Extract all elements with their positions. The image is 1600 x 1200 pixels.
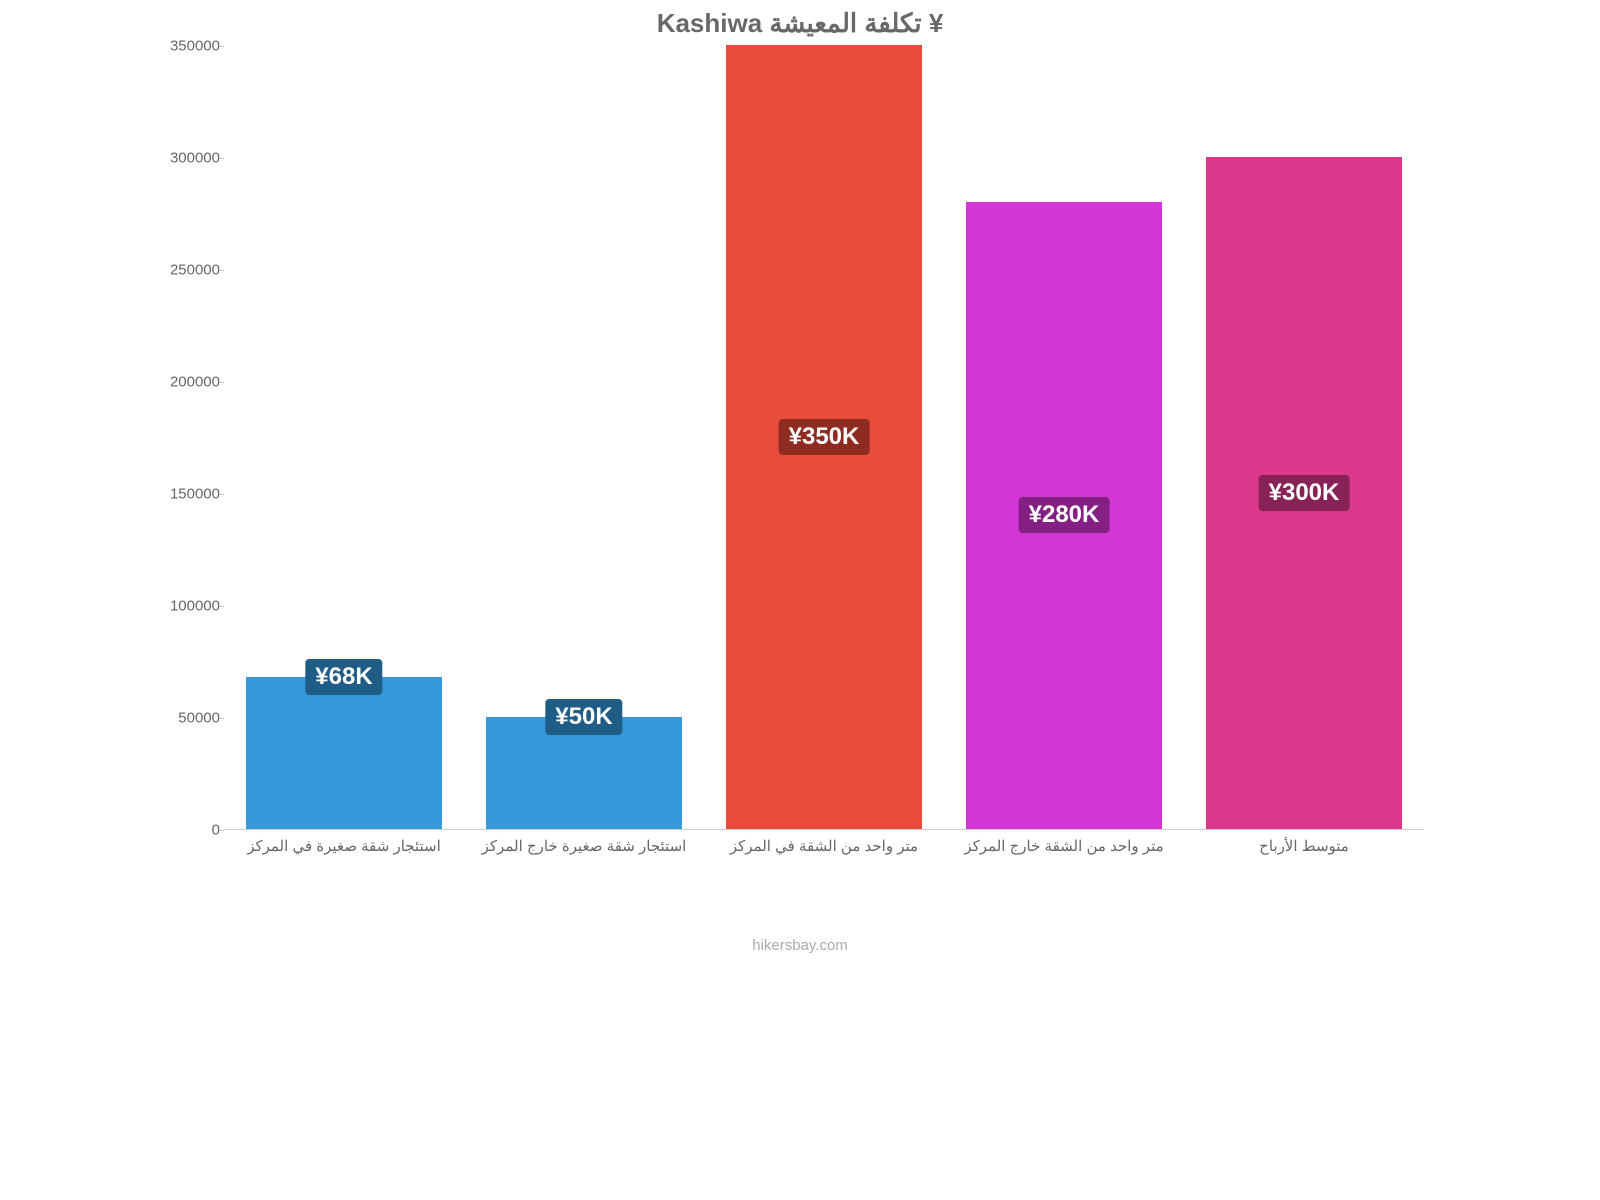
- bar: ¥280Kمتر واحد من الشقة خارج المركز: [966, 202, 1163, 829]
- y-tick-mark: [219, 46, 224, 47]
- chart-title: ¥ تكلفة المعيشة Kashiwa: [160, 0, 1440, 45]
- y-tick-label: 50000: [164, 710, 220, 727]
- bar: ¥68Kاستئجار شقة صغيرة في المركز: [246, 677, 443, 829]
- bar-value-label: ¥350K: [779, 419, 870, 455]
- y-tick-label: 350000: [164, 38, 220, 55]
- x-axis-category-label: استئجار شقة صغيرة في المركز: [224, 837, 464, 855]
- y-tick-label: 250000: [164, 262, 220, 279]
- x-axis-category-label: متوسط الأرباح: [1184, 837, 1424, 855]
- y-tick-mark: [219, 494, 224, 495]
- x-axis-category-label: متر واحد من الشقة في المركز: [704, 837, 944, 855]
- y-tick-label: 150000: [164, 486, 220, 503]
- bar-value-label: ¥50K: [545, 699, 622, 735]
- x-axis-category-label: استئجار شقة صغيرة خارج المركز: [464, 837, 704, 855]
- y-tick-mark: [219, 718, 224, 719]
- y-tick-mark: [219, 606, 224, 607]
- bar: ¥50Kاستئجار شقة صغيرة خارج المركز: [486, 717, 683, 829]
- bar: ¥300Kمتوسط الأرباح: [1206, 157, 1403, 829]
- y-tick-label: 200000: [164, 374, 220, 391]
- plot-area: 0500001000001500002000002500003000003500…: [224, 46, 1424, 830]
- y-tick-label: 100000: [164, 598, 220, 615]
- y-tick-label: 300000: [164, 150, 220, 167]
- y-tick-mark: [219, 270, 224, 271]
- y-tick-mark: [219, 158, 224, 159]
- y-tick-mark: [219, 382, 224, 383]
- bar-value-label: ¥300K: [1259, 475, 1350, 511]
- bar: ¥350Kمتر واحد من الشقة في المركز: [726, 45, 923, 829]
- y-tick-mark: [219, 830, 224, 831]
- y-tick-label: 0: [164, 822, 220, 839]
- x-axis-category-label: متر واحد من الشقة خارج المركز: [944, 837, 1184, 855]
- chart-container: ¥ تكلفة المعيشة Kashiwa 0500001000001500…: [160, 0, 1440, 960]
- bar-value-label: ¥280K: [1019, 497, 1110, 533]
- bar-value-label: ¥68K: [305, 659, 382, 695]
- attribution-text: hikersbay.com: [160, 937, 1440, 954]
